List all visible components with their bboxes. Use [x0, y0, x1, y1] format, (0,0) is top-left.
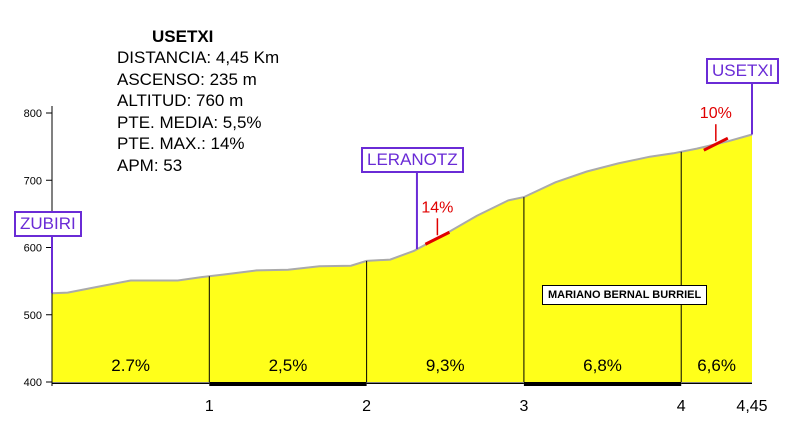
segment-baseline-bar [681, 382, 752, 384]
info-max-grade: PTE. MAX.: 14% [117, 134, 245, 153]
x-tick-label: 3 [519, 398, 528, 415]
y-tick-label: 400 [24, 377, 42, 389]
elevation-area [52, 134, 752, 382]
info-distance: DISTANCIA: 4,45 Km [117, 48, 280, 67]
steep-section-mark [424, 230, 451, 246]
y-tick-label: 600 [24, 243, 42, 255]
segment-baseline-bar [209, 382, 367, 386]
x-tick-label: 1 [205, 398, 214, 415]
x-tick-label: 4 [677, 398, 686, 415]
place-label-zubiri: ZUBIRI [14, 211, 82, 237]
place-label-leranotz: LERANOTZ [361, 147, 464, 173]
climb-info: USETXI DISTANCIA: 4,45 Km ASCENSO: 235 m… [117, 27, 279, 176]
segment-grade-label: 2.7% [111, 356, 150, 375]
place-label-usetxi: USETXI [706, 58, 780, 84]
sponsor-label: MARIANO BERNAL BURRIEL [542, 285, 708, 305]
steep-grade-label: 10% [700, 105, 732, 122]
info-altitude: ALTITUD: 760 m [117, 91, 244, 110]
y-tick-label: 800 [24, 108, 42, 120]
x-tick-label: 2 [362, 398, 371, 415]
steep-section-mark [703, 136, 729, 152]
segment-baseline-bar [52, 382, 210, 384]
segment-baseline-bar [366, 382, 524, 384]
elevation-line [51, 133, 753, 295]
info-ascent: ASCENSO: 235 m [117, 69, 257, 89]
segment-grade-label: 9,3% [426, 356, 465, 375]
x-tick-label: 4,45 [736, 398, 767, 415]
y-tick-label: 500 [24, 310, 42, 322]
info-apm: APM: 53 [117, 155, 183, 175]
info-average-grade: PTE. MEDIA: 5,5% [117, 112, 262, 132]
segment-grade-label: 6,8% [583, 356, 622, 375]
steep-grade-label: 14% [421, 199, 453, 216]
segment-grade-label: 6,6% [697, 356, 736, 375]
segment-grade-label: 2,5% [269, 356, 308, 375]
y-tick-label: 700 [24, 175, 42, 187]
climb-title: USETXI [152, 27, 214, 46]
segment-baseline-bar [523, 382, 682, 386]
